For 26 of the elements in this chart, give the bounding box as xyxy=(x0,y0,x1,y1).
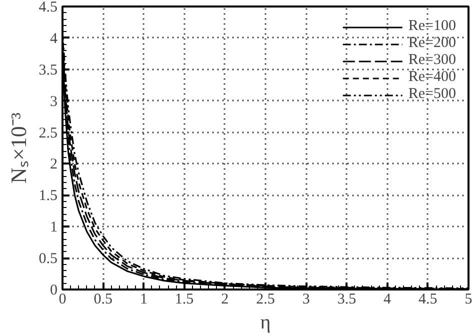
y-tick-label: 1 xyxy=(50,220,58,236)
y-tick-label: 2.5 xyxy=(38,125,58,142)
legend-label: Re=100 xyxy=(408,18,456,35)
x-tick-label: 2.5 xyxy=(256,292,275,308)
y-tick-label: 1.5 xyxy=(38,188,58,204)
x-tick-label: 1 xyxy=(140,292,148,308)
x-tick-label: 3 xyxy=(302,292,310,308)
y-tick-label: 0.5 xyxy=(38,251,58,268)
legend-label: Re=500 xyxy=(408,86,456,103)
x-tick-label: 3.5 xyxy=(337,292,356,308)
x-axis-title: η xyxy=(260,312,271,334)
x-tick-label: 0.5 xyxy=(94,292,112,308)
x-tick-label: 4 xyxy=(384,292,392,308)
y-tick-label: 4.5 xyxy=(38,0,58,16)
x-tick-label: 5 xyxy=(464,292,472,308)
y-tick-label: 3.5 xyxy=(38,62,58,78)
legend-label: Re=300 xyxy=(408,52,456,69)
y-axis-title: Nₛ×10⁻³ xyxy=(6,112,31,184)
x-tick-label: 4.5 xyxy=(418,292,438,308)
legend-label: Re=200 xyxy=(408,35,456,52)
x-tick-label: 1.5 xyxy=(174,292,194,308)
y-tick-label: 2 xyxy=(50,156,58,173)
y-tick-label: 4 xyxy=(50,30,58,47)
x-tick-label: 2 xyxy=(221,292,229,308)
y-tick-label: 3 xyxy=(50,94,58,110)
legend-label: Re=400 xyxy=(408,69,456,86)
